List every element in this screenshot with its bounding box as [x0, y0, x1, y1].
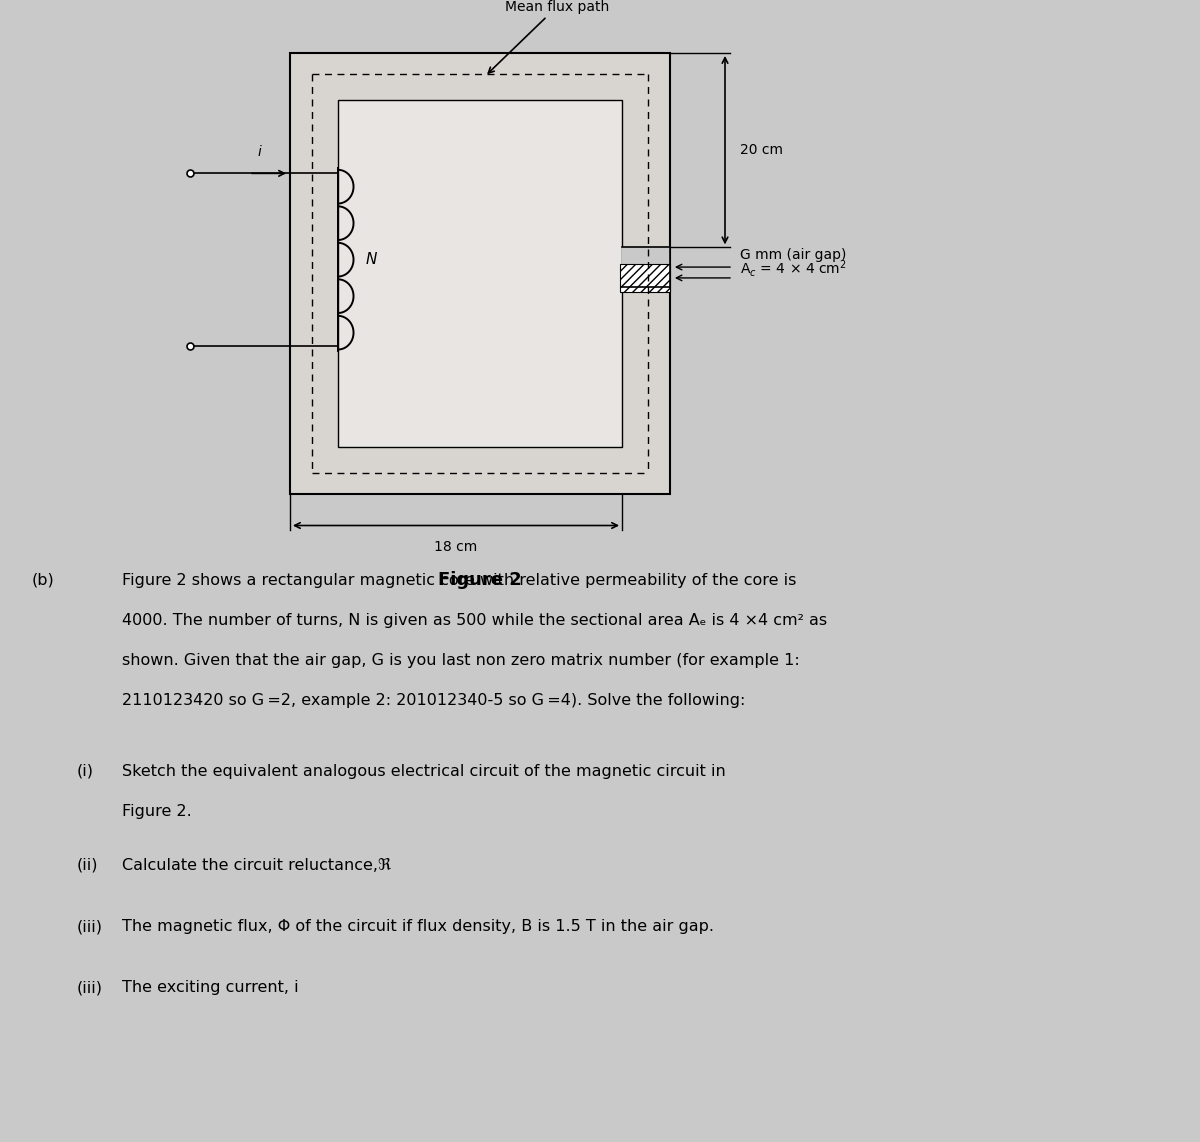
- Text: 18 cm: 18 cm: [434, 540, 478, 554]
- Text: Mean flux path: Mean flux path: [488, 0, 610, 73]
- Text: (i): (i): [77, 764, 94, 779]
- Text: 20 cm: 20 cm: [740, 143, 784, 158]
- Text: shown. Given that the air gap, G is you last non zero matrix number (for example: shown. Given that the air gap, G is you …: [122, 653, 799, 668]
- Text: N: N: [366, 252, 377, 267]
- Text: 4000. The number of turns, N is given as 500 while the sectional area Aₑ is 4 ×4: 4000. The number of turns, N is given as…: [122, 613, 827, 628]
- Bar: [620, 264, 670, 291]
- Text: (iii): (iii): [77, 980, 103, 995]
- Text: (iii): (iii): [77, 919, 103, 934]
- Text: Calculate the circuit reluctance,ℜ: Calculate the circuit reluctance,ℜ: [122, 858, 391, 872]
- Text: The exciting current, i: The exciting current, i: [122, 980, 299, 995]
- Bar: [290, 53, 670, 494]
- Text: (b): (b): [32, 573, 55, 588]
- Bar: [338, 100, 622, 447]
- Text: Figure 2: Figure 2: [438, 571, 522, 589]
- Text: Sketch the equivalent analogous electrical circuit of the magnetic circuit in: Sketch the equivalent analogous electric…: [122, 764, 726, 779]
- Text: 2110123420 so G =2, example 2: 201012340-5 so G =4). Solve the following:: 2110123420 so G =2, example 2: 201012340…: [122, 693, 745, 708]
- Text: (ii): (ii): [77, 858, 98, 872]
- Bar: [622, 248, 670, 287]
- Text: i: i: [257, 145, 260, 159]
- Text: Figure 2 shows a rectangular magnetic core with relative permeability of the cor: Figure 2 shows a rectangular magnetic co…: [122, 573, 797, 588]
- Text: Figure 2.: Figure 2.: [122, 804, 192, 819]
- Text: The magnetic flux, Φ of the circuit if flux density, B is 1.5 T in the air gap.: The magnetic flux, Φ of the circuit if f…: [122, 919, 714, 934]
- Text: A$_c$ = 4 × 4 cm$^2$: A$_c$ = 4 × 4 cm$^2$: [740, 258, 847, 279]
- Text: G mm (air gap): G mm (air gap): [740, 248, 846, 263]
